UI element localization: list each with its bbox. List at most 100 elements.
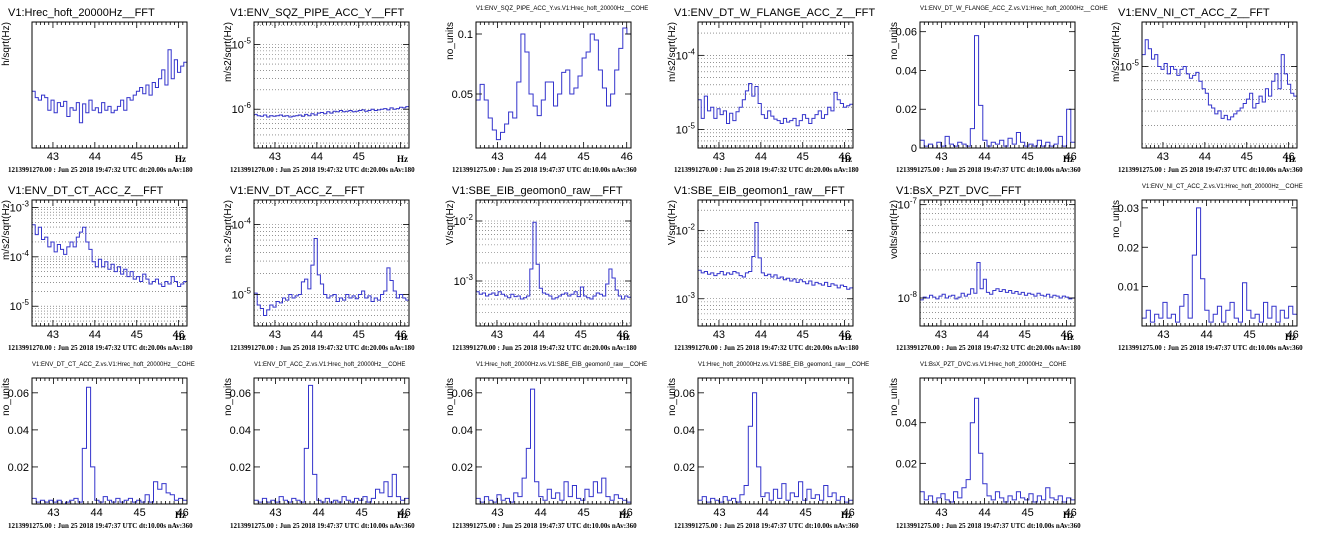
y-tick-label: 0.02 — [674, 462, 695, 474]
chart-title: V1:ENV_NI_CT_ACC_Z.vs.V1:Hrec_hoft_20000… — [1142, 184, 1303, 190]
chart-panel: V1:BsX_PZT_DVC.vs.V1:Hrec_hoft_20000Hz__… — [888, 356, 1109, 534]
chart-title: V1:ENV_DT_CT_ACC_Z.vs.V1:Hrec_hoft_20000… — [32, 362, 195, 368]
x-tick-label: 44 — [755, 151, 767, 163]
y-tick-label: 10-3 — [10, 199, 30, 214]
x-tick-label: 43 — [713, 507, 725, 519]
x-tick-label: 45 — [1019, 329, 1031, 341]
y-tick-label: 10-3 — [454, 273, 474, 288]
data-series-line — [254, 238, 409, 316]
data-series-line — [920, 35, 1075, 149]
data-series-line — [476, 27, 631, 141]
chart-title: V1:ENV_DT_ACC_Z.vs.V1:Hrec_hoft_20000Hz_… — [254, 362, 405, 368]
chart-svg: V1:ENV_DT_CT_ACC_Z.vs.V1:Hrec_hoft_20000… — [1, 362, 195, 530]
chart-title: V1:BsX_PZT_DVC__FFT — [896, 185, 1022, 197]
plot-frame — [919, 199, 1076, 327]
x-axis-label: Hz — [841, 510, 852, 520]
x-tick-label: 43 — [269, 329, 281, 341]
plot-frame — [475, 199, 632, 327]
y-tick-label: 0.06 — [230, 388, 251, 400]
data-series-line — [32, 386, 187, 505]
y-tick-label: 10-5 — [10, 298, 30, 313]
x-tick-label: 43 — [935, 151, 947, 163]
x-tick-label: 45 — [1022, 151, 1034, 163]
chart-footer: 1213991270.00 : Jun 25 2018 19:47:32 UTC… — [8, 166, 193, 174]
x-tick-label: 46 — [1065, 507, 1077, 519]
y-tick-label: 0.02 — [896, 104, 917, 116]
x-tick-label: 45 — [578, 507, 590, 519]
y-axis-label: V/sqrt(Hz) — [445, 200, 456, 245]
y-tick-label: 10-2 — [454, 213, 474, 228]
y-tick-label: 0.02 — [452, 462, 473, 474]
chart-title: V1:SBE_EIB_geomon0_raw__FFT — [452, 185, 623, 197]
grid-lines — [254, 24, 409, 144]
grid-lines — [254, 203, 409, 323]
chart-footer: 1213991270.00 : Jun 25 2018 19:47:32 UTC… — [230, 166, 415, 174]
x-axis-label: Hz — [397, 154, 408, 164]
x-tick-label: 43 — [713, 329, 725, 341]
y-axis-label: no_units — [1111, 200, 1122, 238]
y-axis-label: m/s2/sqrt(Hz) — [1111, 22, 1122, 82]
chart-title: V1:ENV_SQZ_PIPE_ACC_Y__FFT — [230, 7, 405, 19]
grid-lines — [32, 207, 187, 327]
chart-footer: 1213991270.00 : Jun 25 2018 19:47:32 UTC… — [674, 344, 859, 352]
x-tick-label: 46 — [172, 329, 184, 341]
chart-footer: 1213991275.00 : Jun 25 2018 19:47:37 UTC… — [1118, 344, 1303, 352]
y-tick-label: 10-4 — [10, 249, 30, 264]
chart-title: V1:ENV_DT_W_FLANGE_ACC_Z.vs.V1:Hrec_hoft… — [920, 6, 1108, 12]
x-axis-label: Hz — [1285, 154, 1296, 164]
y-tick-label: 0.04 — [674, 425, 695, 437]
chart-panel: V1:ENV_DT_CT_ACC_Z__FFT 43 44 45 46 Hz 10-5 10-… — [0, 178, 221, 356]
chart-title: V1:ENV_NI_CT_ACC_Z__FFT — [1118, 7, 1270, 19]
x-tick-label: 44 — [978, 151, 990, 163]
y-axis-label: m/s2/sqrt(Hz) — [1, 200, 12, 260]
y-tick-label: 10-5 — [232, 287, 252, 302]
plot-frame — [253, 377, 410, 505]
data-series-line — [920, 262, 1075, 301]
chart-footer: 1213991270.00 : Jun 25 2018 19:47:32 UTC… — [452, 344, 637, 352]
y-tick-label: 10-6 — [232, 101, 252, 116]
x-tick-label: 46 — [621, 507, 633, 519]
x-tick-label: 45 — [1241, 151, 1253, 163]
y-axis-label: no_units — [445, 378, 456, 416]
chart-svg: V1:ENV_NI_CT_ACC_Z.vs.V1:Hrec_hoft_20000… — [1111, 184, 1303, 352]
chart-panel: V1:ENV_DT_ACC_Z__FFT 43 44 45 46 Hz 10-5 10-4 m.… — [222, 178, 443, 356]
chart-footer: 1213991270.00 : Jun 25 2018 19:47:32 UTC… — [896, 344, 1081, 352]
data-series-line — [254, 106, 409, 118]
plot-frame — [31, 21, 188, 149]
x-tick-label: 44 — [1200, 329, 1212, 341]
y-tick-label: 0.06 — [452, 388, 473, 400]
y-tick-label: 0.01 — [1118, 282, 1139, 294]
y-axis-label: volts/sqrt(Hz) — [889, 200, 900, 259]
x-tick-label: 44 — [755, 329, 767, 341]
y-tick-label: 0.06 — [8, 388, 29, 400]
x-tick-label: 44 — [534, 507, 546, 519]
x-tick-label: 46 — [616, 329, 628, 341]
x-tick-label: 43 — [47, 507, 59, 519]
y-tick-label: 10-5 — [1120, 58, 1140, 73]
chart-title: V1:BsX_PZT_DVC.vs.V1:Hrec_hoft_20000Hz__… — [920, 362, 1066, 368]
chart-footer: 1213991270.00 : Jun 25 2018 19:47:32 UTC… — [8, 344, 193, 352]
chart-svg: V1:Hrec_hoft_20000Hz.vs.V1:SBE_EIB_geomo… — [445, 362, 647, 530]
y-axis-label: no_units — [889, 378, 900, 416]
y-tick-label: 0.02 — [8, 462, 29, 474]
x-tick-label: 45 — [353, 151, 365, 163]
chart-svg: V1:ENV_SQZ_PIPE_ACC_Y.vs.V1:Hrec_hoft_20… — [445, 6, 648, 174]
plot-frame — [31, 377, 188, 505]
chart-panel: V1:ENV_DT_W_FLANGE_ACC_Z__FFT 43 44 45 46 Hz 1… — [666, 0, 887, 178]
x-tick-label: 43 — [935, 329, 947, 341]
y-tick-label: 0.02 — [1118, 242, 1139, 254]
data-series-line — [920, 397, 1075, 503]
x-tick-label: 45 — [1022, 507, 1034, 519]
chart-footer: 1213991275.00 : Jun 25 2018 19:47:37 UTC… — [896, 166, 1081, 174]
grid-lines — [698, 209, 853, 327]
data-series-line — [254, 384, 409, 503]
x-tick-label: 43 — [713, 151, 725, 163]
chart-panel: V1:ENV_DT_CT_ACC_Z.vs.V1:Hrec_hoft_20000… — [0, 356, 221, 534]
y-tick-label: 0.1 — [458, 29, 473, 41]
plot-frame — [253, 21, 410, 149]
